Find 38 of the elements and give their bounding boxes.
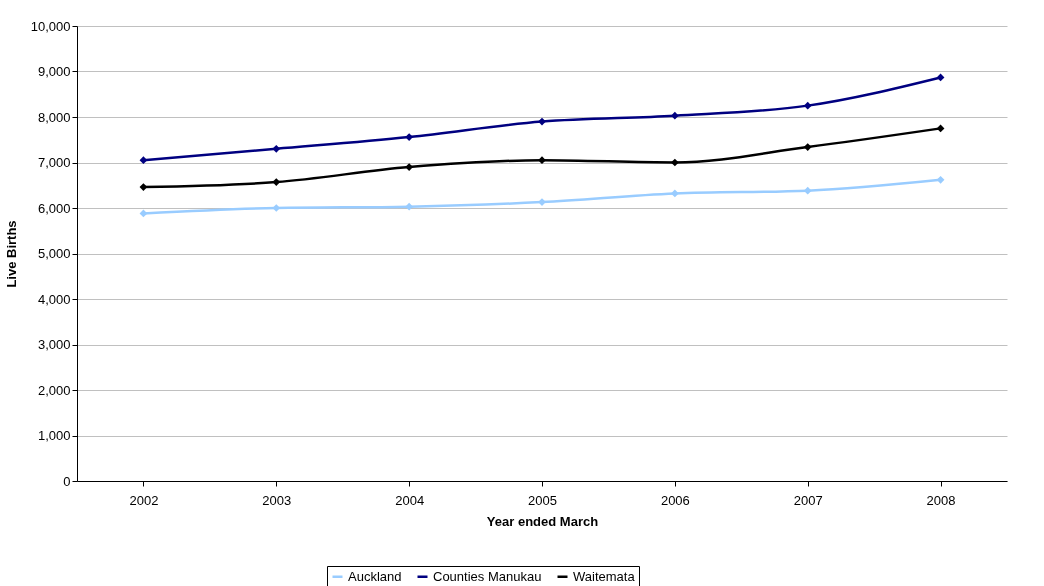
x-tick-label: 2007 [793,492,823,508]
point [803,101,812,110]
y-tick-label: 0 [63,473,71,489]
point [139,183,148,191]
legend-label: Waitemata [573,568,636,584]
point [670,158,679,167]
point [936,124,945,133]
legend-label: Counties Manukau [433,568,542,584]
point [538,156,546,165]
y-tick-label: 8,000 [37,109,71,125]
point [139,156,148,165]
x-tick-label: 2003 [262,492,292,508]
point [405,133,414,141]
point [272,144,281,153]
point [936,175,945,184]
point [670,111,679,120]
point [538,117,546,126]
y-tick-label: 2,000 [37,382,71,398]
x-tick-label: 2006 [660,492,690,508]
point [936,73,945,82]
y-tick-label: 4,000 [37,291,71,307]
x-tick-label: 2008 [926,492,956,508]
y-tick-label: 7,000 [37,155,71,170]
y-tick-label: 5,000 [37,246,71,261]
y-tick-label: 6,000 [37,200,71,216]
y-tick-label: 9,000 [37,64,71,79]
x-tick-label: 2002 [129,492,159,508]
x-axis-title: Year ended March [486,513,599,529]
y-tick-label: 1,000 [37,428,71,443]
legend-label: Auckland [348,568,402,584]
point [803,186,812,195]
x-tick-label: 2005 [528,492,557,508]
point [803,143,812,151]
y-axis-title: Live Births [3,220,19,288]
point [670,189,679,198]
y-tick-label: 10,000 [30,18,71,34]
y-tick-label: 3,000 [37,337,71,352]
x-tick-label: 2004 [395,492,425,508]
